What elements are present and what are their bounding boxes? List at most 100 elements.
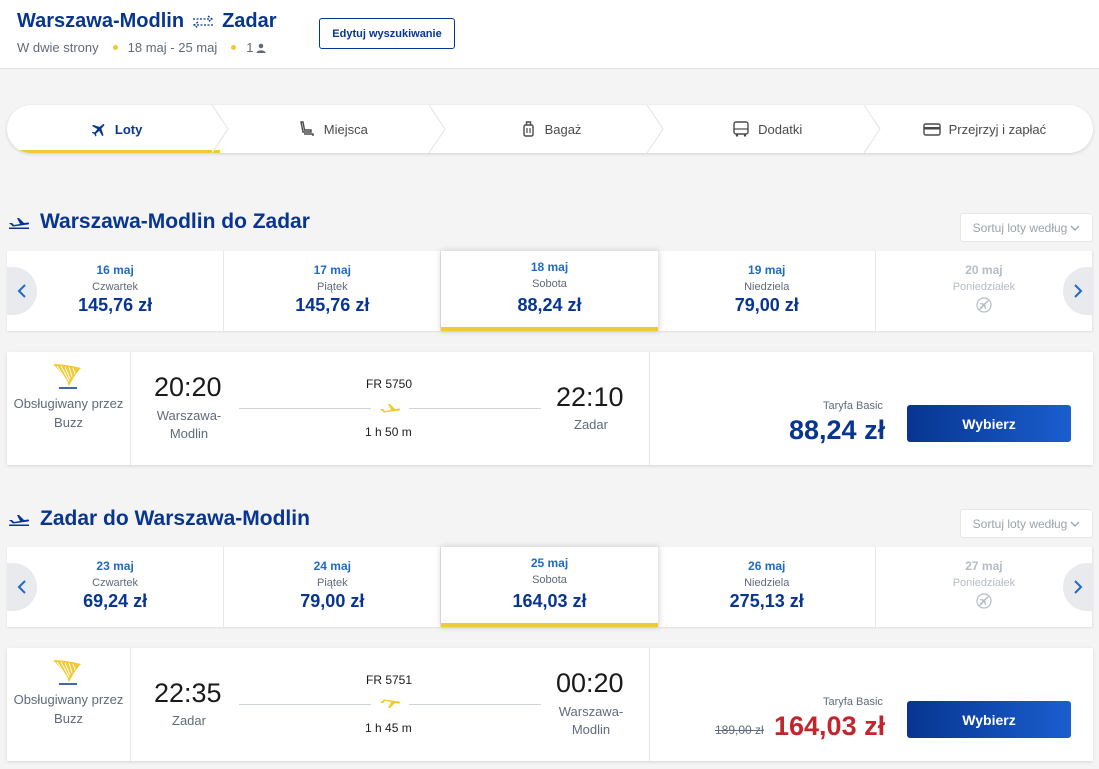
destination-city: Zadar (222, 10, 277, 32)
date-day: 17 maj (313, 263, 351, 277)
date-price: 145,76 zł (78, 295, 153, 315)
original-price: 189,00 zł (715, 723, 764, 737)
date-option[interactable]: 19 maj Niedziela 79,00 zł (659, 251, 876, 331)
date-option-unavailable: 27 maj Poniedziałek (876, 547, 1094, 627)
sort-dropdown[interactable]: Sortuj loty według (960, 509, 1093, 538)
step-label: Loty (114, 121, 143, 137)
arrival-city: Zadar (574, 417, 608, 432)
date-option-selected[interactable]: 18 maj Sobota 88,24 zł (441, 251, 659, 331)
date-day: 27 maj (965, 559, 1003, 573)
step-label: Bagaż (544, 121, 582, 137)
sort-label: Sortuj loty według (972, 516, 1068, 531)
search-summary-header: Warszawa-Modlin Zadar W dwie strony 18 m… (0, 0, 1099, 69)
route-line (409, 408, 541, 409)
edit-search-button[interactable]: Edytuj wyszukiwanie (319, 18, 455, 49)
sort-label: Sortuj loty według (972, 220, 1068, 235)
step-separator (211, 105, 229, 153)
divider (649, 352, 650, 465)
date-option-unavailable: 20 maj Poniedziałek (876, 251, 1094, 331)
operator-text: Obsługiwany przez Buzz (13, 396, 124, 430)
route-line (239, 408, 371, 409)
step-review-pay[interactable]: Przejrzyj i zapłać (876, 105, 1093, 153)
date-option[interactable]: 23 maj Czwartek 69,24 zł (7, 547, 225, 627)
date-price: 145,76 zł (295, 295, 370, 315)
inbound-flight-card: Obsługiwany przez Buzz 22:35 Zadar FR 57… (7, 648, 1093, 761)
chevron-left-icon (17, 284, 26, 298)
trip-type: W dwie strony (17, 40, 99, 55)
inbound-date-carousel: 23 maj Czwartek 69,24 zł 24 maj Piątek 7… (7, 547, 1094, 627)
fare-label: Taryfa Basic (823, 696, 883, 708)
date-weekday: Czwartek (92, 577, 139, 589)
divider (130, 648, 131, 761)
date-option[interactable]: 24 maj Piątek 79,00 zł (224, 547, 442, 627)
step-separator (863, 105, 881, 153)
card-icon (922, 123, 941, 136)
operator-block: Obsługiwany przez Buzz (7, 352, 130, 465)
sort-dropdown[interactable]: Sortuj loty według (960, 213, 1093, 242)
outbound-flight-card: Obsługiwany przez Buzz 20:20 Warszawa-Mo… (7, 352, 1093, 465)
arrival-time: 22:10 (556, 382, 624, 412)
section-heading: Zadar do Warszawa-Modlin (40, 507, 310, 530)
date-weekday: Sobota (532, 574, 567, 586)
outbound-title: Warszawa-Modlin do Zadar (8, 210, 310, 234)
date-weekday: Niedziela (744, 281, 790, 293)
separator-dot (231, 45, 237, 50)
inbound-title: Zadar do Warszawa-Modlin (8, 507, 310, 531)
arrival-time: 00:20 (556, 668, 624, 698)
departure-plane-icon (9, 515, 30, 526)
trip-details: W dwie strony 18 maj - 25 maj 1 (17, 40, 266, 55)
step-label: Miejsca (323, 121, 368, 137)
passenger-count: 1 (246, 40, 254, 55)
person-icon (256, 43, 266, 53)
date-option[interactable]: 16 maj Czwartek 145,76 zł (7, 251, 225, 331)
step-extras[interactable]: Dodatki (659, 105, 881, 153)
chevron-right-icon (1074, 284, 1083, 298)
step-seats[interactable]: Miejsca (224, 105, 447, 153)
divider (130, 352, 131, 465)
step-label: Przejrzyj i zapłać (948, 121, 1047, 137)
date-price: 69,24 zł (83, 591, 148, 611)
date-weekday: Piątek (317, 281, 348, 293)
date-day: 20 maj (965, 263, 1003, 277)
date-price: 275,13 zł (729, 591, 804, 611)
fare-label: Taryfa Basic (823, 400, 883, 412)
date-day: 26 maj (748, 559, 786, 573)
carousel-next-button[interactable] (1063, 267, 1093, 315)
landing-plane-icon (380, 699, 401, 708)
step-flights[interactable]: Loty (7, 105, 229, 153)
date-day: 24 maj (313, 559, 351, 573)
route-title: Warszawa-Modlin Zadar (17, 10, 277, 33)
luggage-icon (522, 121, 534, 137)
bus-icon (733, 121, 749, 137)
harp-logo-icon (53, 660, 81, 685)
origin-city: Warszawa-Modlin (17, 10, 185, 32)
date-weekday: Czwartek (92, 281, 139, 293)
separator-dot (112, 45, 118, 50)
chevron-left-icon (17, 580, 26, 594)
harp-logo-icon (53, 364, 81, 389)
departure-plane-icon (9, 218, 30, 229)
select-flight-button[interactable]: Wybierz (907, 405, 1071, 442)
booking-stepper: Loty Miejsca Bagaż Dodatki Prz (7, 105, 1093, 153)
section-heading: Warszawa-Modlin do Zadar (40, 210, 310, 233)
no-flight-icon (976, 593, 992, 609)
step-separator (428, 105, 447, 153)
date-option[interactable]: 26 maj Niedziela 275,13 zł (659, 547, 876, 627)
date-option[interactable]: 17 maj Piątek 145,76 zł (224, 251, 442, 331)
flight-plane-icon (380, 404, 401, 413)
discounted-price: 164,03 zł (774, 711, 886, 741)
date-weekday: Niedziela (744, 577, 790, 589)
step-separator (646, 105, 664, 153)
date-weekday: Poniedziałek (952, 281, 1016, 293)
departure-time: 22:35 (154, 678, 222, 708)
select-flight-button[interactable]: Wybierz (907, 701, 1071, 738)
step-luggage[interactable]: Bagaż (441, 105, 664, 153)
date-day: 19 maj (748, 263, 786, 277)
date-price: 164,03 zł (512, 591, 587, 611)
operator-text: Obsługiwany przez Buzz (13, 692, 124, 726)
date-option-selected[interactable]: 25 maj Sobota 164,03 zł (441, 547, 659, 627)
flight-duration: 1 h 45 m (365, 721, 412, 735)
round-trip-icon (192, 14, 214, 29)
date-weekday: Sobota (532, 278, 567, 290)
flight-duration: 1 h 50 m (365, 425, 412, 439)
